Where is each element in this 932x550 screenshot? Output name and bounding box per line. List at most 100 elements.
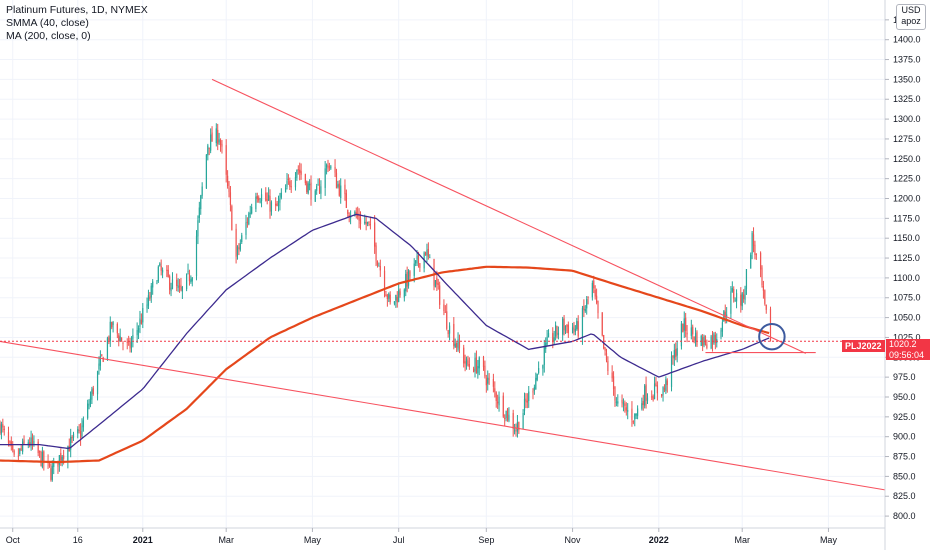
candle-body: [632, 421, 634, 423]
candle-body: [0, 422, 1, 434]
candle-body: [536, 373, 538, 380]
candle-body: [156, 283, 158, 285]
candle-body: [694, 333, 697, 342]
candle-body: [327, 165, 329, 169]
candle-body: [140, 319, 142, 324]
candle-body: [71, 437, 73, 439]
candle-body: [376, 260, 379, 266]
candle-body: [72, 433, 75, 438]
candle-body: [152, 281, 154, 288]
price-axis[interactable]: 1425.01400.01375.01350.01325.01300.01275…: [884, 0, 921, 550]
candle-body: [516, 422, 519, 432]
candle-body: [614, 386, 616, 401]
candle-body: [651, 396, 653, 398]
candle-body: [409, 271, 411, 277]
candle-body: [644, 385, 646, 406]
candle-body: [118, 335, 120, 342]
symbol-price-tag: PLJ2022: [842, 340, 885, 352]
candle-body: [294, 176, 297, 188]
time-tick-label: May: [820, 535, 838, 545]
candle-body: [415, 260, 417, 264]
candle-body: [139, 318, 141, 327]
candle-body: [79, 431, 82, 438]
candle-body: [759, 252, 762, 270]
candle-body: [467, 360, 469, 365]
candle-body: [270, 202, 273, 212]
candle-body: [692, 326, 694, 335]
candle-body: [724, 311, 726, 318]
candle-body: [388, 293, 390, 299]
candle-body: [53, 460, 55, 467]
candle-body: [338, 183, 340, 196]
candle-body: [61, 456, 63, 462]
currency-unit-button[interactable]: USD apoz: [896, 4, 926, 30]
price-tick-label: 1050.0: [893, 313, 921, 323]
candle-body: [208, 147, 210, 149]
candle-body: [584, 309, 586, 312]
candle-body: [444, 311, 446, 313]
candle-body: [714, 334, 716, 343]
candle-body: [112, 322, 114, 326]
candle-body: [205, 154, 208, 189]
candle-body: [522, 413, 524, 430]
candle-body: [96, 371, 99, 395]
candle-body: [328, 166, 331, 168]
candle-body: [595, 295, 598, 303]
candle-body: [557, 332, 560, 336]
candle-body: [475, 357, 478, 373]
candle-body: [526, 400, 528, 403]
candle-body: [260, 194, 263, 202]
time-tick-label: May: [304, 535, 322, 545]
candle-body: [149, 296, 151, 300]
candle-body: [396, 296, 398, 303]
time-axis[interactable]: Oct 16 2021 Mar May Jul Sep Nov 2022 Mar May: [0, 527, 885, 545]
candle-body: [23, 439, 25, 444]
candle-body: [745, 269, 748, 289]
candle-body: [306, 181, 308, 193]
candle-body: [583, 305, 585, 311]
price-tick-label: 1100.0: [893, 273, 920, 283]
price-tick-label: 1375.0: [893, 55, 921, 65]
candle-body: [464, 361, 466, 364]
candle-body: [454, 343, 456, 348]
candle-body: [350, 216, 352, 219]
candle-body: [63, 455, 65, 459]
candle-body: [57, 460, 59, 467]
time-tick-label: Sep: [478, 535, 494, 545]
candle-body: [652, 396, 654, 400]
price-tick-label: 1350.0: [893, 74, 921, 84]
candle-body: [591, 282, 593, 298]
candle-body: [512, 413, 514, 429]
candle-body: [731, 288, 733, 292]
candle-body: [533, 387, 535, 391]
candle-body: [309, 184, 311, 186]
candle-body: [576, 320, 578, 330]
candle-body: [19, 448, 21, 455]
candle-body: [176, 279, 178, 286]
candle-body: [508, 414, 510, 421]
candle-body: [98, 363, 100, 370]
candle-body: [187, 271, 189, 273]
candle-body: [87, 403, 89, 419]
candle-body: [246, 221, 249, 223]
candle-body: [457, 339, 459, 350]
candle-body: [752, 234, 755, 246]
candle-body: [413, 263, 415, 276]
time-tick-label: 2021: [133, 535, 153, 545]
candle-body: [70, 436, 72, 450]
candle-body: [474, 357, 476, 371]
candle-body: [627, 410, 629, 412]
candle-body: [453, 323, 455, 346]
candle-body: [605, 353, 608, 361]
candle-body: [99, 356, 101, 366]
candle-body: [656, 385, 658, 394]
candle-body: [755, 253, 757, 255]
candle-body: [683, 318, 685, 331]
candle-body: [399, 291, 401, 296]
trendlines: [0, 78, 886, 491]
candle-body: [304, 174, 306, 184]
candle-body: [200, 195, 202, 210]
currency-label: USD: [901, 5, 921, 15]
candle-body: [547, 333, 550, 338]
